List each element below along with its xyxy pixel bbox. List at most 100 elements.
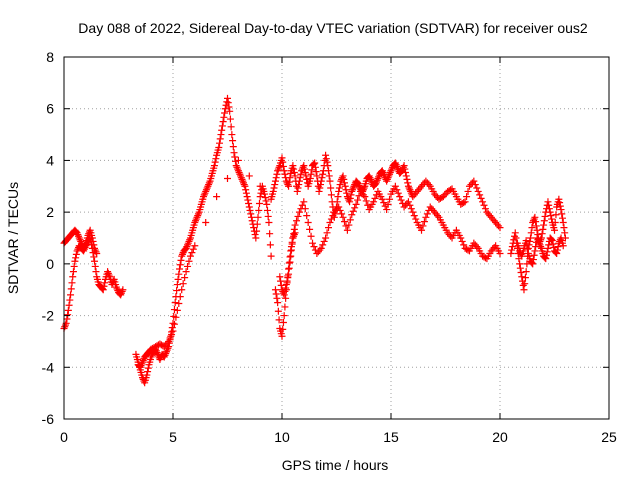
data-point-marker (90, 241, 98, 249)
data-point-marker (278, 332, 286, 340)
data-point-marker (245, 200, 253, 208)
data-point-marker (234, 167, 242, 175)
data-point-marker (91, 244, 99, 252)
data-point-marker (300, 162, 308, 170)
data-point-marker (185, 237, 193, 245)
data-point-marker (420, 218, 428, 226)
data-point-marker (67, 285, 75, 293)
data-point-marker (92, 268, 100, 276)
data-point-marker (173, 281, 181, 289)
data-point-marker (508, 243, 516, 251)
data-point-marker (412, 215, 420, 223)
data-point-marker (251, 231, 259, 239)
data-point-marker (204, 182, 212, 190)
data-point-marker (557, 206, 565, 214)
data-point-marker (143, 371, 151, 379)
data-point-marker (228, 131, 236, 139)
data-point-marker (516, 264, 524, 272)
data-point-marker (232, 162, 240, 170)
data-point-marker (289, 162, 297, 170)
data-point-marker (181, 274, 189, 282)
data-point-marker (548, 237, 556, 245)
data-point-marker (304, 218, 312, 226)
data-point-marker (345, 196, 353, 204)
data-point-marker (168, 331, 176, 339)
data-point-marker (224, 99, 232, 107)
data-point-marker (301, 205, 309, 213)
data-point-marker (518, 273, 526, 281)
data-point-marker (104, 268, 112, 276)
data-point-marker (532, 218, 540, 226)
data-point-marker (278, 154, 286, 162)
data-point-marker (522, 237, 530, 245)
data-point-marker (271, 286, 279, 294)
data-point-marker (397, 196, 405, 204)
data-point-marker (306, 175, 314, 183)
data-point-marker (184, 262, 192, 270)
data-point-marker (529, 260, 537, 268)
data-point-marker (311, 163, 319, 171)
data-point-marker (333, 198, 341, 206)
data-point-marker (419, 222, 427, 230)
data-point-marker (147, 353, 155, 361)
data-point-marker (537, 243, 545, 251)
data-point-marker (289, 234, 297, 242)
data-point-marker (348, 186, 356, 194)
data-point-marker (254, 213, 262, 221)
data-point-marker (178, 252, 186, 260)
data-point-marker (269, 187, 277, 195)
x-tick-label: 25 (601, 429, 617, 445)
data-point-marker (406, 186, 414, 194)
data-point-marker (346, 198, 354, 206)
data-point-marker (223, 98, 231, 106)
data-point-marker (194, 212, 202, 220)
data-point-marker (477, 194, 485, 202)
data-point-marker (386, 170, 394, 178)
data-point-marker (496, 224, 504, 232)
data-point-marker (470, 177, 478, 185)
data-point-marker (169, 327, 177, 335)
y-tick-label: 0 (46, 256, 54, 272)
data-point-marker (308, 166, 316, 174)
data-point-marker (282, 286, 290, 294)
data-point-marker (540, 221, 548, 229)
data-point-marker (136, 363, 144, 371)
data-point-marker (281, 287, 289, 295)
data-point-marker (540, 217, 548, 225)
axis-ticks: 0 5 10 15 20 25 -6 -4 -2 0 2 4 6 8 (42, 49, 617, 445)
data-point-marker (253, 227, 261, 235)
data-point-marker (216, 139, 224, 147)
data-point-marker (215, 144, 223, 151)
x-tick-label: 15 (383, 429, 399, 445)
data-point-marker (303, 212, 311, 220)
data-point-marker (547, 235, 555, 243)
data-point-marker (354, 196, 362, 204)
data-point-marker (404, 179, 412, 187)
data-point-marker (336, 181, 344, 189)
data-point-marker (202, 187, 210, 195)
data-point-marker (319, 170, 327, 178)
data-point-marker (496, 250, 504, 258)
data-point-marker (219, 118, 227, 126)
data-point-marker (322, 234, 330, 242)
data-point-marker (393, 162, 401, 170)
data-point-marker (296, 174, 304, 182)
data-point-marker (65, 301, 73, 309)
y-tick-label: 8 (46, 49, 54, 65)
data-point-marker (349, 207, 357, 215)
data-point-marker (360, 184, 368, 192)
data-point-marker (104, 269, 112, 277)
data-point-marker (533, 226, 541, 234)
data-point-marker (64, 306, 72, 314)
data-point-marker (335, 203, 343, 211)
data-point-marker (277, 281, 285, 289)
data-point-marker (221, 109, 229, 117)
data-point-marker (274, 167, 282, 175)
data-point-marker (307, 232, 315, 240)
data-point-marker (546, 208, 554, 216)
data-point-marker (393, 186, 401, 194)
data-points (60, 94, 569, 387)
data-point-marker (534, 236, 542, 244)
data-point-marker (387, 167, 395, 175)
